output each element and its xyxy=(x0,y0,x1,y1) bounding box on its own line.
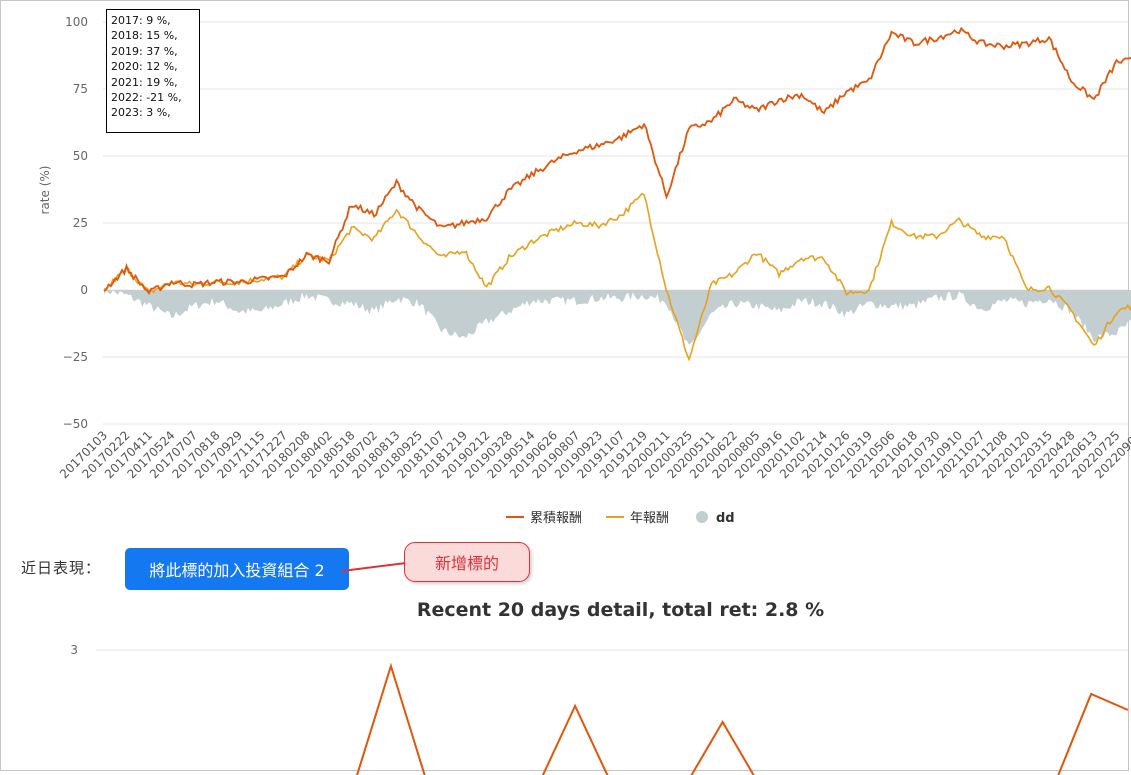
y-tick-layer: −50 −25 0 25 50 75 100 xyxy=(63,15,88,431)
stats-line: 2019: 37 %, xyxy=(111,44,178,58)
y-tick-label: −25 xyxy=(63,350,88,364)
stats-line: 2017: 9 %, xyxy=(111,14,171,27)
recent-grid-layer: 3 xyxy=(70,643,1128,657)
legend[interactable]: 累積報酬 年報酬 dd xyxy=(506,511,735,526)
stats-line: 2023: 3 %, xyxy=(111,106,171,120)
dd-area-layer xyxy=(104,290,1131,345)
y-tick-label: 0 xyxy=(80,283,88,297)
y-tick-label: 100 xyxy=(65,15,88,29)
yearly-stats-box: 2017: 9 %, 2018: 15 %, 2019: 37 %, 2020:… xyxy=(106,9,200,133)
stats-line: 2022: -21 %, xyxy=(111,91,182,105)
add-to-portfolio-button[interactable]: 將此標的加入投資組合 2 xyxy=(125,548,349,590)
y-axis-label: rate (%) xyxy=(38,166,52,215)
recent-chart-title: Recent 20 days detail, total ret: 2.8 % xyxy=(416,599,825,621)
callout-arrow xyxy=(341,562,407,572)
legend-label: 年報酬 xyxy=(630,511,669,526)
recent-line-layer xyxy=(356,662,1129,775)
stats-line: 2021: 19 %, xyxy=(111,75,178,89)
legend-label: dd xyxy=(716,511,735,526)
add-target-callout: 新增標的 xyxy=(404,542,530,582)
stats-line: 2018: 15 %, xyxy=(111,29,178,43)
dd-area xyxy=(104,290,1131,345)
recent-y-tick-label: 3 xyxy=(70,643,78,657)
annual-return-layer xyxy=(103,192,1131,362)
legend-label: 累積報酬 xyxy=(530,511,582,526)
recent-chart: 3 xyxy=(70,643,1129,775)
cumulative-return-layer xyxy=(103,26,1131,295)
stats-line: 2020: 12 %, xyxy=(111,60,178,74)
y-tick-label: 50 xyxy=(73,149,88,163)
legend-swatch xyxy=(696,511,708,523)
grid-layer xyxy=(103,21,1128,425)
recent-return-line xyxy=(356,662,1129,775)
y-tick-label: 25 xyxy=(73,216,88,230)
y-tick-label: 75 xyxy=(73,82,88,96)
annual-return-line xyxy=(103,192,1131,362)
x-tick-layer: 2017010320170222201704112017052420170707… xyxy=(57,428,1131,481)
recent-performance-label: 近日表現： xyxy=(21,559,102,577)
main-chart: −50 −25 0 25 50 75 100 20170103201702222017041… xyxy=(38,15,1131,526)
cumulative-return-line xyxy=(103,26,1131,295)
y-tick-label: −50 xyxy=(63,417,88,431)
